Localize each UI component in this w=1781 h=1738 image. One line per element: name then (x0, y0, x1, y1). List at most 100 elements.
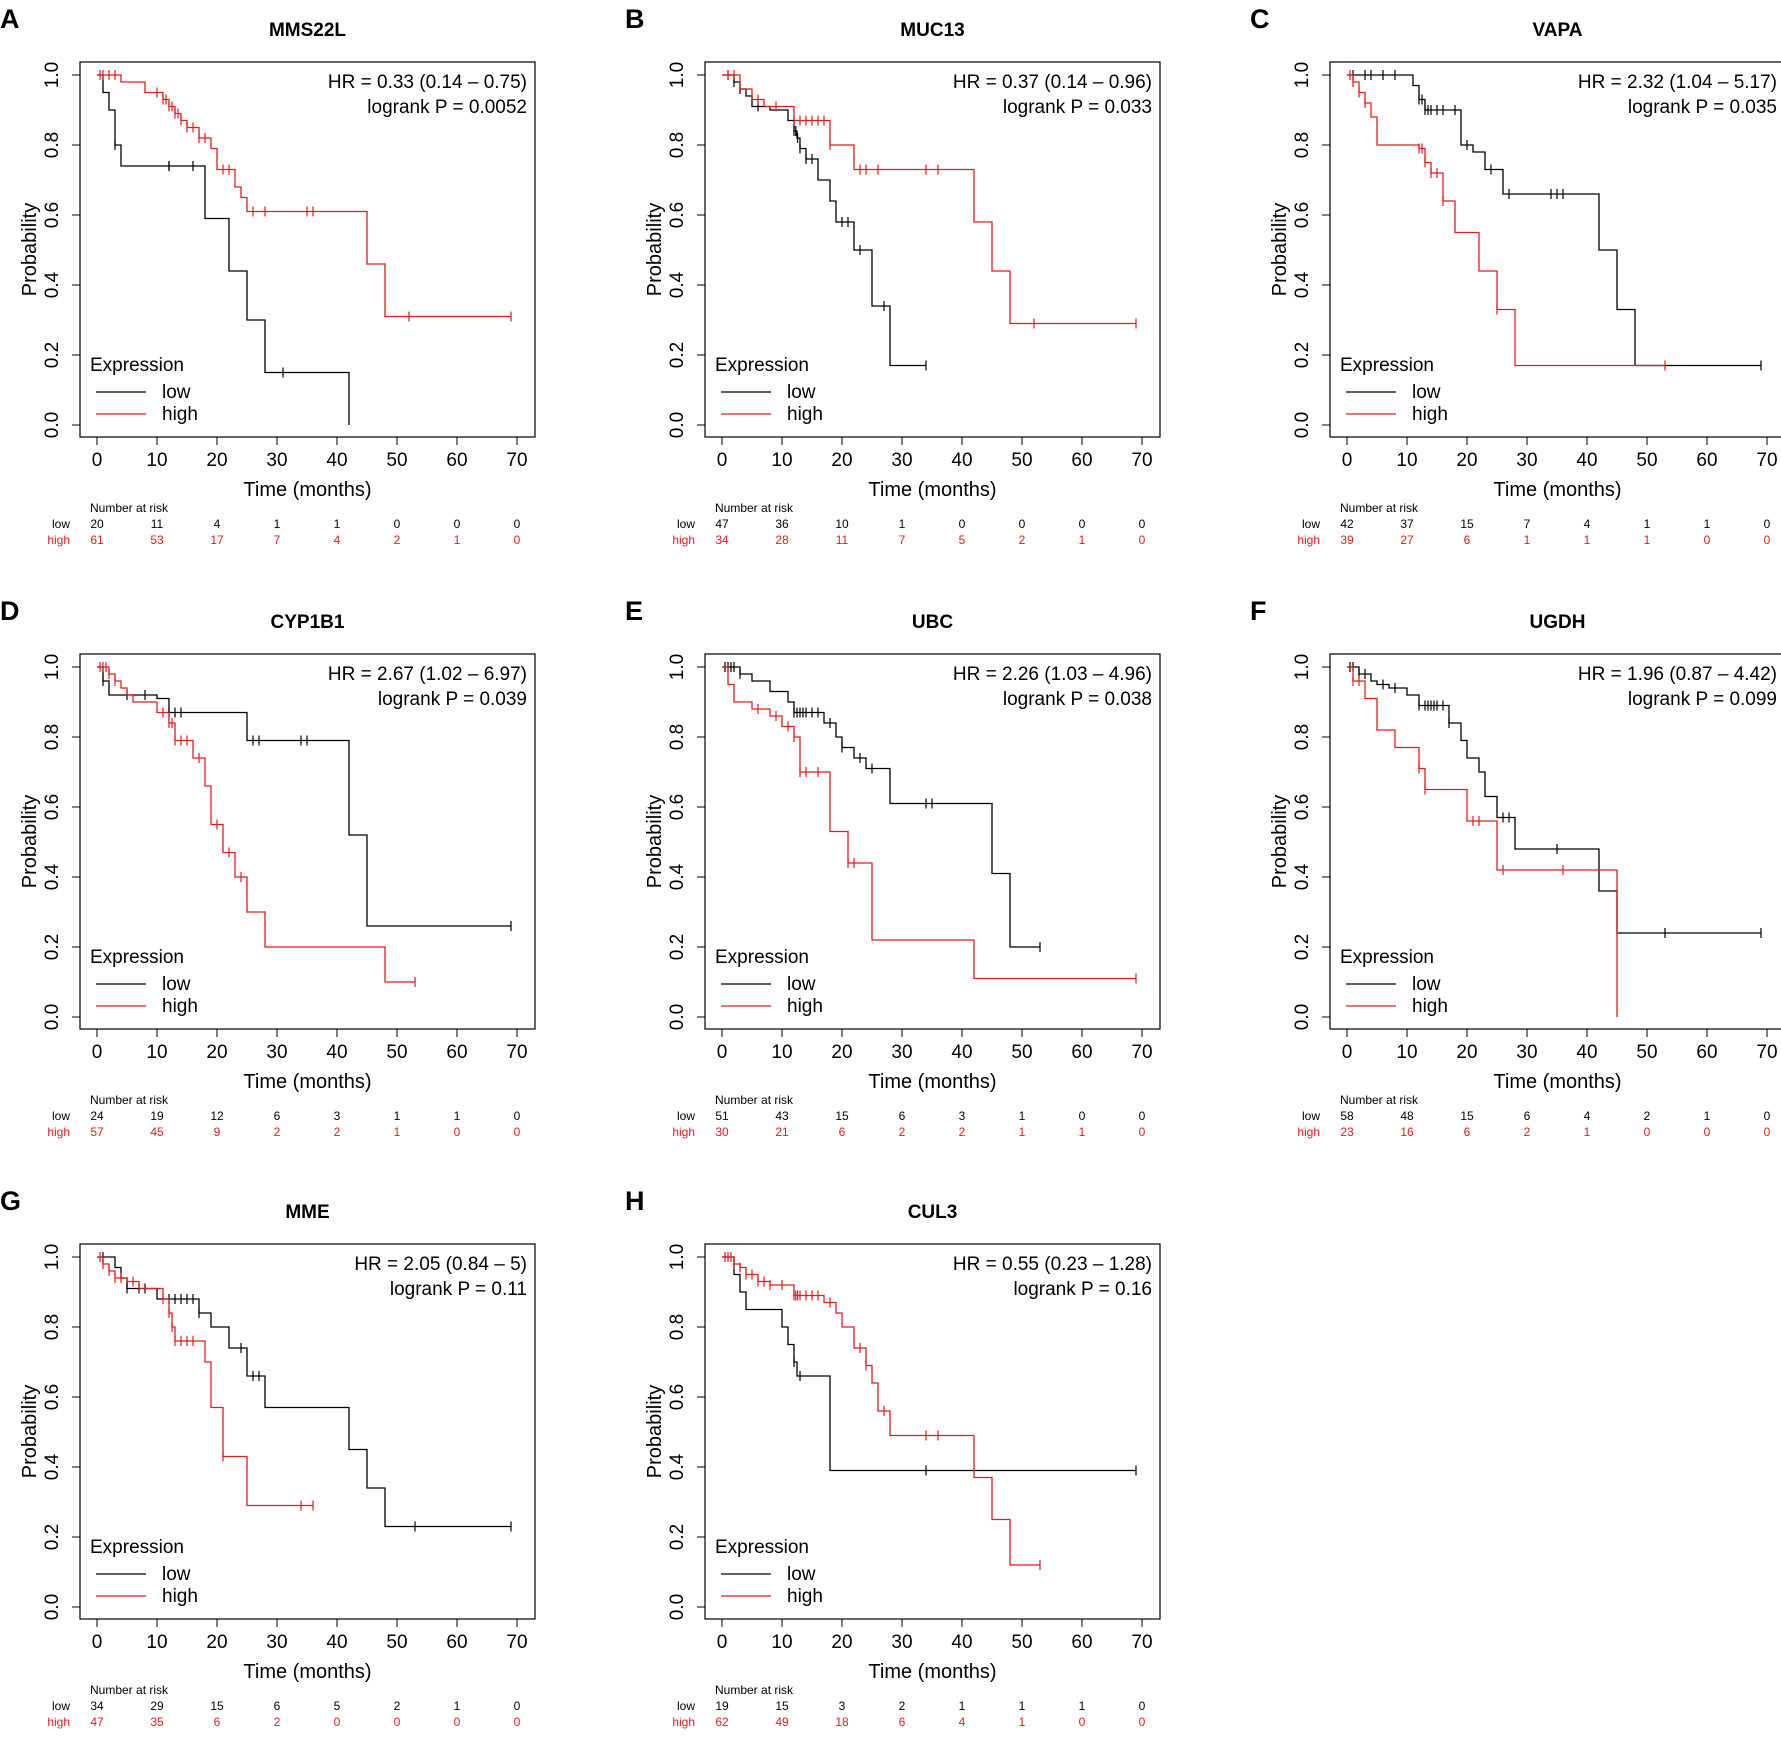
risk-count-low: 0 (1139, 1109, 1146, 1123)
risk-count-low: 0 (1139, 517, 1146, 531)
x-tick-label: 60 (446, 1042, 467, 1063)
risk-count-low: 1 (1019, 1109, 1026, 1123)
gene-title: CUL3 (908, 1202, 958, 1223)
risk-row-label-low: low (1302, 517, 1320, 531)
legend-label-high: high (787, 404, 823, 425)
risk-count-high: 53 (150, 533, 164, 547)
hazard-ratio: HR = 0.33 (0.14 – 0.75) (328, 72, 527, 93)
risk-count-high: 6 (214, 1715, 221, 1729)
risk-count-low: 20 (90, 517, 104, 531)
panel-letter: C (1250, 4, 1270, 34)
y-tick-label: 1.0 (1292, 654, 1313, 680)
km-curve-high (722, 1256, 1040, 1566)
logrank-p: logrank P = 0.038 (1003, 689, 1152, 710)
risk-row-label-high: high (47, 1125, 70, 1139)
legend-label-low: low (1412, 974, 1441, 995)
y-tick-label: 0.0 (667, 1004, 688, 1030)
x-tick-label: 40 (951, 1042, 972, 1063)
risk-count-low: 2 (1644, 1109, 1651, 1123)
risk-count-low: 1 (454, 1699, 461, 1713)
risk-count-high: 0 (514, 1125, 521, 1139)
risk-row-label-low: low (52, 1109, 70, 1123)
x-tick-label: 30 (891, 450, 912, 471)
risk-count-low: 1 (959, 1699, 966, 1713)
x-tick-label: 20 (831, 1042, 852, 1063)
risk-count-high: 0 (514, 533, 521, 547)
risk-table-title: Number at risk (90, 1683, 169, 1697)
y-tick-label: 0.2 (42, 342, 63, 368)
risk-count-low: 58 (1340, 1109, 1354, 1123)
risk-row-label-high: high (1297, 533, 1320, 547)
x-tick-label: 10 (1396, 1042, 1417, 1063)
gene-title: MMS22L (269, 20, 346, 41)
y-tick-label: 0.4 (667, 863, 688, 890)
x-tick-label: 50 (386, 450, 407, 471)
legend-label-low: low (162, 382, 191, 403)
y-tick-label: 1.0 (1292, 62, 1313, 88)
plot-frame (704, 61, 1161, 438)
y-tick-label: 1.0 (667, 654, 688, 680)
risk-count-low: 2 (899, 1699, 906, 1713)
legend-title: Expression (90, 947, 184, 968)
km-curve-low (1347, 666, 1761, 934)
x-axis-label: Time (months) (868, 1661, 996, 1683)
x-tick-label: 10 (771, 1632, 792, 1653)
legend-title: Expression (715, 355, 809, 376)
risk-count-high: 2 (274, 1125, 281, 1139)
risk-count-high: 0 (1139, 1715, 1146, 1729)
legend-label-high: high (787, 996, 823, 1017)
y-tick-label: 1.0 (42, 1244, 63, 1270)
logrank-p: logrank P = 0.11 (390, 1279, 527, 1300)
risk-count-high: 2 (394, 533, 401, 547)
y-axis-label: Probability (19, 795, 41, 888)
x-tick-label: 20 (206, 1042, 227, 1063)
panel-letter: G (0, 1186, 21, 1216)
legend-title: Expression (1340, 947, 1434, 968)
y-tick-label: 0.0 (42, 1594, 63, 1620)
y-tick-label: 0.2 (667, 934, 688, 960)
x-tick-label: 50 (1636, 450, 1657, 471)
x-tick-label: 10 (146, 450, 167, 471)
legend-label-high: high (1412, 404, 1448, 425)
y-tick-label: 0.4 (42, 863, 63, 890)
y-tick-label: 0.4 (42, 1453, 63, 1480)
risk-count-low: 6 (274, 1109, 281, 1123)
risk-count-low: 43 (775, 1109, 789, 1123)
risk-count-low: 19 (150, 1109, 164, 1123)
logrank-p: logrank P = 0.16 (1013, 1279, 1152, 1300)
risk-count-low: 0 (1764, 517, 1771, 531)
risk-count-low: 0 (394, 517, 401, 531)
risk-row-label-low: low (677, 517, 695, 531)
x-tick-label: 20 (206, 450, 227, 471)
x-tick-label: 30 (266, 1042, 287, 1063)
x-tick-label: 20 (1456, 450, 1477, 471)
x-tick-label: 60 (1696, 450, 1717, 471)
y-tick-label: 0.8 (42, 1314, 63, 1340)
plot-frame (704, 653, 1161, 1030)
y-tick-label: 0.0 (1292, 1004, 1313, 1030)
x-tick-label: 20 (206, 1632, 227, 1653)
risk-count-low: 42 (1340, 517, 1354, 531)
logrank-p: logrank P = 0.039 (378, 689, 527, 710)
x-tick-label: 10 (146, 1632, 167, 1653)
legend-label-high: high (162, 1586, 198, 1607)
y-axis-label: Probability (644, 795, 666, 888)
risk-count-high: 0 (1079, 1715, 1086, 1729)
logrank-p: logrank P = 0.033 (1003, 97, 1152, 118)
risk-count-high: 1 (1019, 1125, 1026, 1139)
risk-count-low: 3 (959, 1109, 966, 1123)
risk-count-high: 1 (454, 533, 461, 547)
risk-row-label-high: high (672, 1125, 695, 1139)
x-tick-label: 0 (92, 450, 103, 471)
x-tick-label: 60 (1071, 450, 1092, 471)
panel-letter: H (625, 1186, 645, 1216)
y-tick-label: 0.6 (1292, 794, 1313, 820)
km-curve-high (97, 1256, 313, 1507)
risk-count-low: 1 (1704, 517, 1711, 531)
risk-table-title: Number at risk (1340, 1093, 1419, 1107)
legend-label-low: low (162, 974, 191, 995)
panel-letter: B (625, 4, 645, 34)
risk-count-high: 47 (90, 1715, 104, 1729)
risk-count-high: 0 (1644, 1125, 1651, 1139)
risk-count-low: 11 (151, 517, 164, 531)
